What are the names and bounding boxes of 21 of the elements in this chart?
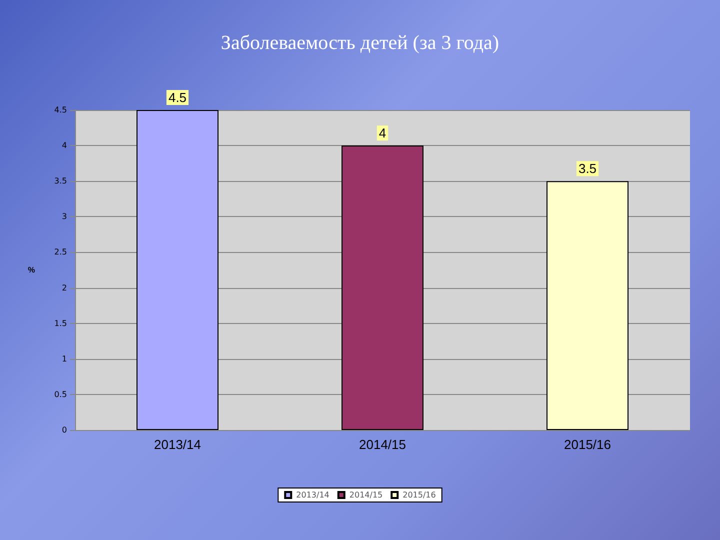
y-tick-label: 2 (62, 283, 67, 292)
y-tick-label: 3 (62, 212, 67, 222)
legend-label: 2013/14 (296, 490, 330, 500)
x-tick-label: 2013/14 (154, 437, 201, 452)
y-tick-label: 0 (62, 426, 67, 434)
y-tick-label: 3.5 (54, 176, 67, 186)
y-tick-label: 1.5 (54, 318, 67, 328)
data-label: 4.5 (168, 90, 187, 105)
y-tick-label: 0.5 (54, 390, 67, 399)
x-tick-label: 2014/15 (359, 437, 406, 452)
data-label: 4 (378, 126, 386, 141)
x-tick-label: 2015/16 (564, 437, 611, 452)
y-tick-label: 1 (62, 354, 67, 364)
y-tick-label: 2.5 (54, 248, 67, 257)
chart-title: Заболеваемость детей (за 3 года) (220, 32, 500, 54)
legend-label: 2014/15 (349, 490, 383, 500)
y-axis-title: % (28, 266, 35, 274)
legend-label: 2015/16 (402, 490, 436, 500)
y-tick-label: 4.5 (54, 106, 67, 114)
y-tick-label: 4 (62, 141, 67, 150)
data-label: 3.5 (578, 161, 597, 176)
